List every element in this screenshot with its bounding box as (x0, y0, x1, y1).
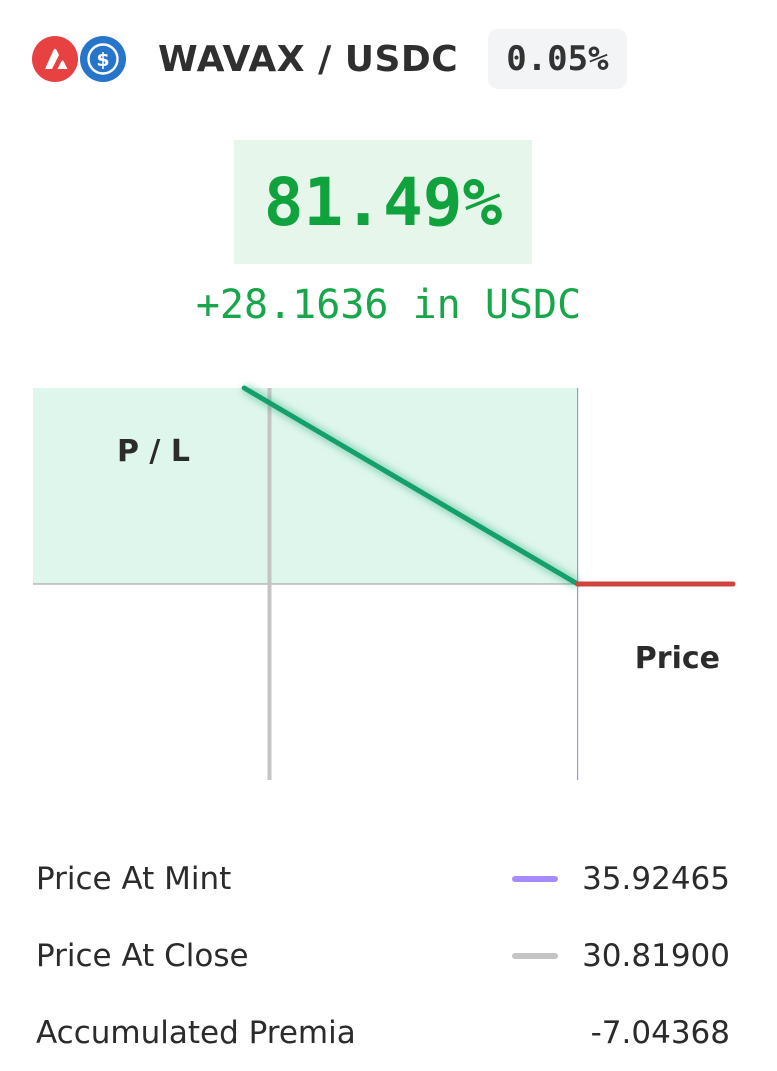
return-amount: +28.1636 in USDC (195, 282, 582, 328)
avax-logo-icon (32, 36, 78, 82)
fee-tier-badge: 0.05% (488, 29, 627, 89)
pair-title: WAVAX / USDC (158, 38, 459, 80)
x-axis-label: Price (635, 641, 720, 676)
y-axis-label: P / L (117, 434, 190, 469)
profit-series-line (241, 385, 581, 587)
price-at-close-row: Price At Close 30.81900 (36, 917, 730, 994)
price-at-mint-row: Price At Mint 35.92465 (36, 840, 730, 917)
svg-text:$: $ (96, 49, 109, 71)
accumulated-premia-row: Accumulated Premia -7.04368 (36, 994, 730, 1071)
price-at-close-swatch (512, 952, 559, 959)
pool-header: $ WAVAX / USDC 0.05% (30, 26, 627, 92)
price-at-close-value: 30.81900 (582, 937, 730, 974)
pl-chart: P / L Price (33, 384, 736, 780)
accumulated-premia-label: Accumulated Premia (36, 1014, 356, 1051)
price-at-mint-label: Price At Mint (36, 860, 232, 897)
profit-region (33, 388, 578, 584)
price-at-close-label: Price At Close (36, 937, 249, 974)
return-percentage: 81.49% (263, 163, 503, 241)
token-pair-icons: $ (30, 34, 130, 84)
position-details: Price At Mint 35.92465 Price At Close 30… (36, 840, 730, 1071)
price-at-mint-swatch (512, 875, 559, 882)
return-percentage-box: 81.49% (234, 140, 532, 264)
usdc-logo-icon: $ (80, 36, 126, 82)
price-at-mint-value: 35.92465 (582, 860, 730, 897)
accumulated-premia-value: -7.04368 (590, 1014, 730, 1051)
